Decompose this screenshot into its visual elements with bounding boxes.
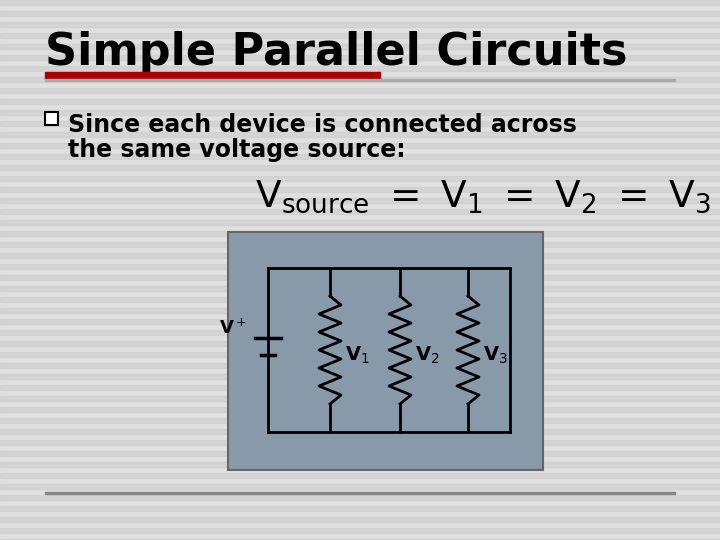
Bar xyxy=(0,363,720,368)
Bar xyxy=(0,352,720,357)
Bar xyxy=(0,506,720,511)
Bar xyxy=(0,440,720,445)
Text: Simple Parallel Circuits: Simple Parallel Circuits xyxy=(45,30,628,73)
Bar xyxy=(0,286,720,291)
Bar xyxy=(0,253,720,258)
Text: V$_3$: V$_3$ xyxy=(483,345,508,366)
Bar xyxy=(0,132,720,137)
Bar xyxy=(0,517,720,522)
Bar xyxy=(0,462,720,467)
Bar xyxy=(0,407,720,412)
Bar xyxy=(0,0,720,5)
Text: the same voltage source:: the same voltage source: xyxy=(68,138,405,162)
Bar xyxy=(45,79,675,80)
Bar xyxy=(0,220,720,225)
Bar xyxy=(45,492,675,494)
Bar xyxy=(0,308,720,313)
Bar xyxy=(0,110,720,115)
Bar xyxy=(0,99,720,104)
Bar xyxy=(0,451,720,456)
Bar xyxy=(0,33,720,38)
Bar xyxy=(0,187,720,192)
Bar xyxy=(0,275,720,280)
Bar xyxy=(0,198,720,203)
Bar xyxy=(0,473,720,478)
Bar xyxy=(0,209,720,214)
Bar xyxy=(0,341,720,346)
Text: V$_1$: V$_1$ xyxy=(345,345,369,366)
Bar xyxy=(0,11,720,16)
Bar xyxy=(0,495,720,500)
Bar xyxy=(0,418,720,423)
Bar xyxy=(0,22,720,27)
Text: V$^+$: V$^+$ xyxy=(219,319,247,338)
Bar xyxy=(0,176,720,181)
Bar xyxy=(0,165,720,170)
Bar xyxy=(228,232,543,470)
Bar xyxy=(0,319,720,324)
Bar xyxy=(0,396,720,401)
Bar xyxy=(0,385,720,390)
Bar xyxy=(0,66,720,71)
Bar xyxy=(0,539,720,540)
Bar xyxy=(0,242,720,247)
Bar xyxy=(0,528,720,533)
Bar xyxy=(0,77,720,82)
Bar xyxy=(0,264,720,269)
Bar xyxy=(0,44,720,49)
Bar xyxy=(0,330,720,335)
Bar xyxy=(0,143,720,148)
Bar xyxy=(0,429,720,434)
Bar xyxy=(0,154,720,159)
Bar xyxy=(0,88,720,93)
Bar xyxy=(0,121,720,126)
Bar xyxy=(0,374,720,379)
Text: $\mathsf{V_{source}\ =\ V_1\ =\ V_2\ =\ V_3}$: $\mathsf{V_{source}\ =\ V_1\ =\ V_2\ =\ … xyxy=(255,178,711,214)
Bar xyxy=(0,231,720,236)
Text: V$_2$: V$_2$ xyxy=(415,345,439,366)
Bar xyxy=(0,484,720,489)
Bar xyxy=(45,112,58,125)
Bar xyxy=(0,55,720,60)
Bar xyxy=(0,297,720,302)
Bar xyxy=(45,72,380,79)
Text: Since each device is connected across: Since each device is connected across xyxy=(68,113,577,137)
